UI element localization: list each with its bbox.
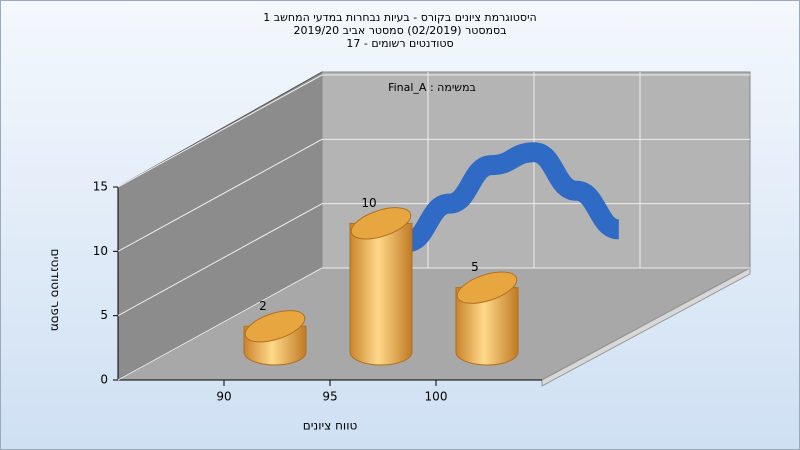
chart-title: היסטוגרמת ציונים בקורס - בעיות נבחרות במ… [263, 11, 536, 24]
grid-line [117, 74, 323, 188]
chart-subtitle: בסמסטר (02/2019) סמסטר אביב 2019/20 [293, 24, 506, 37]
y-tick-label: 10 [93, 244, 108, 258]
x-tick-label: 90 [216, 390, 231, 404]
bar-top [350, 207, 412, 240]
x-tick-label: 95 [322, 390, 337, 404]
bar-top [244, 310, 306, 343]
y-tick-label: 0 [100, 373, 108, 387]
y-tick-label: 5 [100, 308, 108, 322]
curve [404, 142, 621, 253]
bar [349, 222, 413, 366]
bar [455, 287, 519, 366]
y-tick-label: 15 [93, 180, 108, 194]
value-label: 2 [259, 299, 267, 313]
x-axis-label: טווח ציונים [303, 419, 358, 433]
y-axis-label: מספר סטודנטים [49, 249, 63, 332]
grid-line [117, 203, 323, 317]
grid-line [117, 267, 323, 381]
bar-top [456, 271, 518, 304]
value-label: 10 [361, 196, 376, 210]
grid-line [117, 138, 323, 252]
annotation: Final_A : במשימה [388, 81, 476, 94]
value-label: 5 [471, 260, 479, 274]
x-tick-label: 100 [425, 390, 448, 404]
floor-edge [541, 267, 751, 387]
chart-subtitle: סטודנטים רשומים - 17 [346, 37, 453, 50]
